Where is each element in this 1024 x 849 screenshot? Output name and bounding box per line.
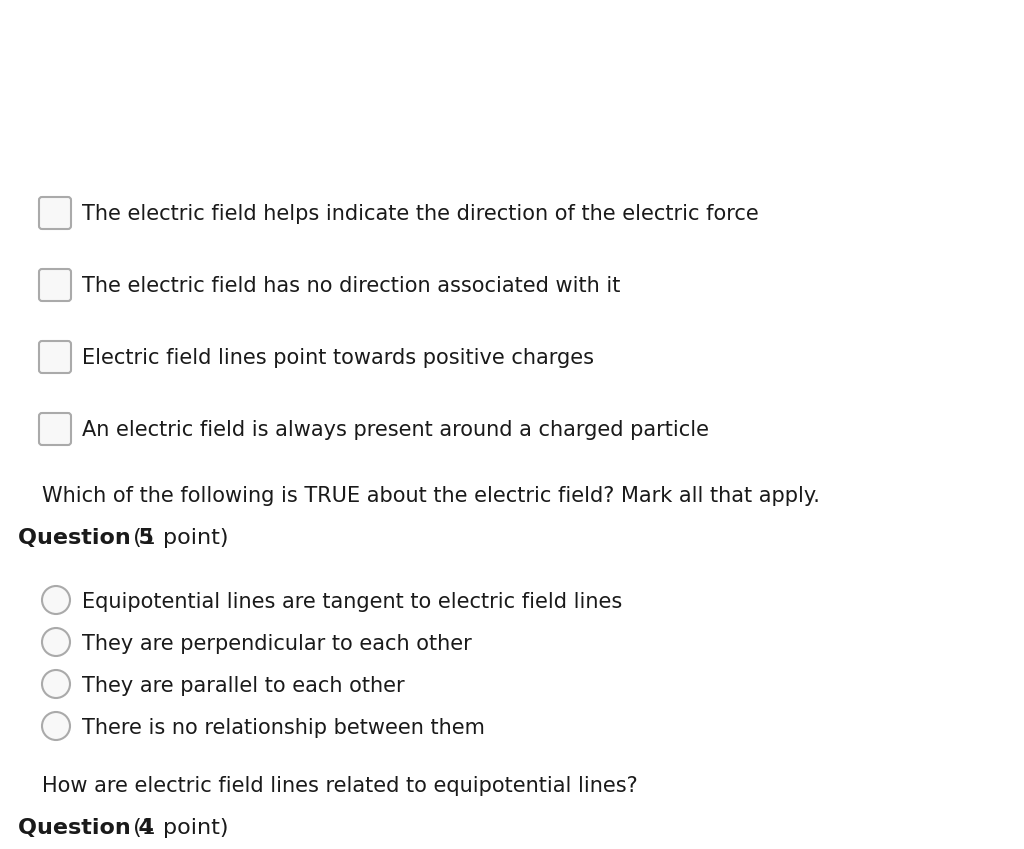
Text: Which of the following is TRUE about the electric field? Mark all that apply.: Which of the following is TRUE about the… (42, 486, 820, 506)
FancyBboxPatch shape (39, 341, 71, 373)
Text: There is no relationship between them: There is no relationship between them (82, 718, 485, 738)
FancyBboxPatch shape (39, 413, 71, 445)
Text: Question 5: Question 5 (18, 528, 154, 548)
Text: They are parallel to each other: They are parallel to each other (82, 676, 404, 696)
Text: The electric field helps indicate the direction of the electric force: The electric field helps indicate the di… (82, 204, 759, 224)
Ellipse shape (42, 628, 70, 656)
Text: The electric field has no direction associated with it: The electric field has no direction asso… (82, 276, 621, 296)
Text: Electric field lines point towards positive charges: Electric field lines point towards posit… (82, 348, 594, 368)
Text: An electric field is always present around a charged particle: An electric field is always present arou… (82, 420, 709, 440)
Text: They are perpendicular to each other: They are perpendicular to each other (82, 634, 472, 654)
FancyBboxPatch shape (39, 269, 71, 301)
FancyBboxPatch shape (39, 197, 71, 229)
Text: Equipotential lines are tangent to electric field lines: Equipotential lines are tangent to elect… (82, 592, 623, 612)
Ellipse shape (42, 586, 70, 614)
Text: (1 point): (1 point) (126, 528, 228, 548)
Ellipse shape (42, 712, 70, 740)
Text: How are electric field lines related to equipotential lines?: How are electric field lines related to … (42, 776, 638, 796)
Ellipse shape (42, 670, 70, 698)
Text: Question 4: Question 4 (18, 818, 154, 838)
Text: (1 point): (1 point) (126, 818, 228, 838)
